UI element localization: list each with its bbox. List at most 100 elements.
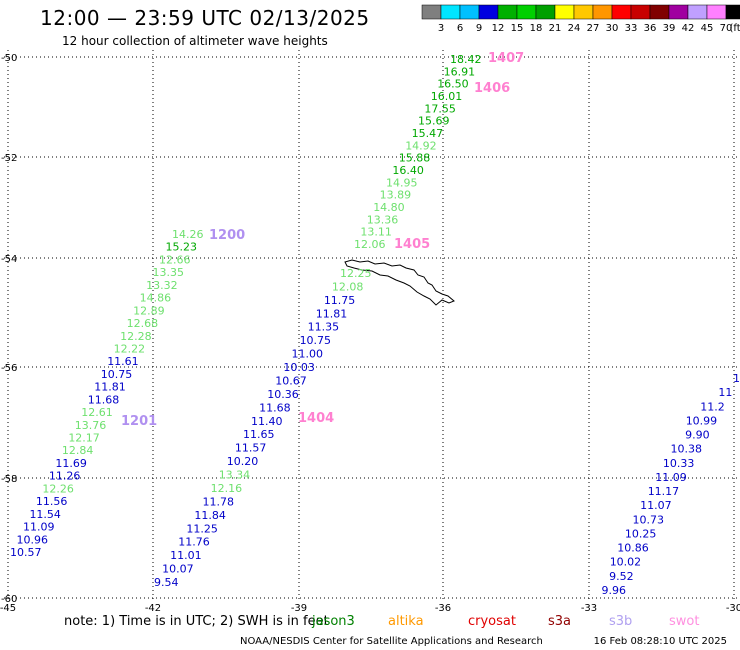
swh-value: 14.86 [140,292,172,305]
swh-value: 16.91 [444,65,476,78]
colorbar-tick: 27 [587,23,600,34]
axis-labels: -50 -52 -54 -56 -58 -60-45 -42 -39 -36 -33 -30 [0,53,740,614]
swh-value: 13.76 [75,419,107,432]
swh-value: 14.80 [373,201,405,214]
swh-value: 11.81 [94,381,126,394]
mission-s3b: s3b [609,614,632,629]
pass-label: 1200 [209,228,245,243]
swh-value: 11.56 [36,495,68,508]
swh-value: 11.57 [235,442,267,455]
mission-altika: altika [388,614,424,629]
pass-label: 1407 [488,51,524,66]
swh-value: 11.84 [194,509,226,522]
swh-value: 10.67 [275,374,307,387]
swh-value: 15.88 [399,152,431,165]
swh-value: 10.99 [686,414,718,427]
colorbar-tick: 70 [720,23,733,34]
swh-value: 11.68 [259,401,291,414]
pass-labels: 1407140614051404120012011 [121,51,524,429]
colorbar-cell [459,4,480,20]
swh-value: 9.54 [154,576,179,589]
colorbar-tick: 3 [438,23,444,34]
swh-value: 11 [718,386,732,399]
swh-value: 13.36 [367,213,399,226]
latitude-label: -60 [1,594,17,605]
pass-label: 1405 [394,237,430,252]
mission-swot: swot [669,614,699,629]
swh-value: 10.86 [617,542,649,555]
map-title: 12:00 — 23:59 UTC 02/13/2025 [40,6,370,30]
swh-value: 10.33 [663,457,695,470]
swh-value: 10.96 [16,533,48,546]
colorbar-tick: 39 [663,23,676,34]
swh-value: 11.54 [29,508,61,521]
mission-jason3: jason3 [311,614,355,629]
swh-value: 14.26 [172,228,204,241]
swh-value: 11.65 [243,428,275,441]
south-georgia-island [344,259,455,306]
colorbar-tick: 30 [606,23,619,34]
swh-value: 11.40 [251,415,282,428]
colorbar-cell [516,4,537,20]
swh-value: 10.57 [10,546,42,559]
swh-value: 14.92 [405,139,437,152]
swh-value: 16.40 [392,164,424,177]
lat-lon-grid [4,50,740,602]
colorbar-tick: 18 [530,23,543,34]
swh-value: 12.66 [159,253,191,266]
colorbar-cell [535,4,556,20]
swh-value: 10.73 [633,513,665,526]
latitude-label: -54 [1,254,17,265]
colorbar-tick: 6 [457,23,463,34]
swh-value: 12.08 [332,280,364,293]
colorbar-cell [630,4,651,20]
swh-value: 12.16 [211,482,243,495]
swh-value: 11.61 [107,355,139,368]
swh-value: 11.76 [178,536,210,549]
swh-value: 11.09 [655,471,687,484]
swh-value: 12.06 [354,238,386,251]
colorbar-cell [554,4,575,20]
longitude-label: -42 [145,603,161,614]
swh-value: 1 [733,372,740,385]
swh-value: 12.25 [340,267,372,280]
colorbar-tick: 36 [644,23,657,34]
swh-value: 12.17 [68,432,100,445]
longitude-label: -36 [435,603,451,614]
swh-value: 10.38 [671,443,703,456]
swh-value: 13.11 [360,226,392,239]
swh-value: 11.17 [648,485,680,498]
swh-value: 15.23 [166,241,198,254]
colorbar-tick: 9 [476,23,482,34]
colorbar-cell [706,4,727,20]
footer-note: note: 1) Time is in UTC; 2) SWH is in fe… [64,614,329,629]
swh-value: 9.90 [685,429,710,442]
swh-value: 16.50 [437,78,469,91]
swh-value: 11.81 [316,307,348,320]
mission-s3a: s3a [548,614,571,629]
swh-value: 12.89 [133,304,165,317]
colorbar-tick: 42 [682,23,695,34]
swh-value: 10.36 [267,388,299,401]
swh-value: 11.00 [291,348,323,361]
swh-value: 9.96 [602,584,627,597]
swh-value: 12.28 [120,330,152,343]
colorbar-cell [478,4,499,20]
swh-value: 16.01 [431,90,463,103]
colorbar-cell [592,4,613,20]
swh-value: 13.89 [380,189,412,202]
colorbar-cell [668,4,689,20]
swh-value: 12.84 [62,444,93,457]
swh-value: 11.69 [55,457,87,470]
longitude-label: -45 [0,603,16,614]
colorbar-cell [649,4,670,20]
swh-value: 13.35 [153,266,185,279]
latitude-label: -52 [1,153,17,164]
pass-label: 1406 [474,81,510,96]
swh-value: 12.22 [114,342,145,355]
latitude-label: -58 [1,474,17,485]
swath-labels: 18.4216.9116.5016.0117.5515.6915.4714.92… [10,53,740,597]
colorbar-cell [440,4,461,20]
